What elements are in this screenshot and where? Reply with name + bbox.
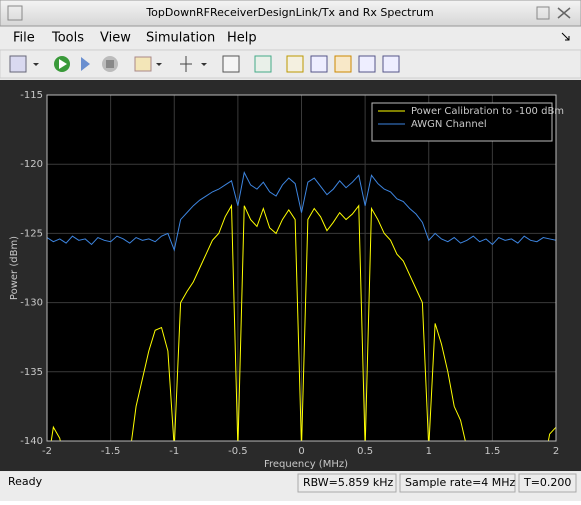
zoom-button[interactable] (180, 56, 192, 72)
peak-button[interactable] (334, 55, 352, 73)
y-tick-label: -115 (20, 90, 43, 101)
highlight-button[interactable] (134, 56, 152, 72)
x-tick-label: -1.5 (101, 446, 121, 457)
status-rbw: RBW=5.859 kHz (303, 476, 394, 489)
dock-button[interactable] (561, 32, 570, 41)
legend-label: Power Calibration to -100 dBm (411, 106, 564, 117)
x-tick-label: 1 (426, 446, 432, 457)
status-time: T=0.200 (523, 476, 571, 489)
step-button[interactable] (81, 57, 90, 71)
x-tick-label: 0 (298, 446, 304, 457)
toolbar-buttons (9, 55, 400, 73)
y-tick-label: -120 (20, 159, 43, 170)
measure-button[interactable] (310, 55, 328, 73)
window-menu-button[interactable] (7, 5, 23, 21)
x-axis-label: Frequency (MHz) (264, 459, 348, 470)
channel-button[interactable] (358, 55, 376, 73)
x-tick-label: -0.5 (228, 446, 248, 457)
cursor-button[interactable] (286, 55, 304, 73)
y-tick-label: -135 (20, 367, 43, 378)
axes-frame (46, 94, 557, 442)
y-tick-label: -140 (20, 436, 43, 447)
status-box (518, 473, 577, 493)
status-box (399, 473, 516, 493)
dropdown-arrow[interactable] (33, 63, 39, 66)
menu-item[interactable]: File (13, 31, 35, 46)
menu-bar (0, 27, 581, 49)
status-bar (0, 472, 581, 501)
x-tick-label: 0.5 (357, 446, 373, 457)
menu-item[interactable]: View (100, 31, 131, 46)
y-tick-label: -125 (20, 228, 43, 239)
series-line (47, 170, 556, 252)
y-tick-label: -130 (20, 298, 43, 309)
legend-label: AWGN Channel (411, 119, 487, 130)
spectrum-settings-button[interactable] (254, 55, 272, 73)
run-icon (59, 59, 67, 69)
y-axis-label: Power (dBm) (9, 236, 20, 300)
close-button[interactable] (557, 7, 571, 19)
title-bar (0, 0, 581, 27)
autoscale-button[interactable] (222, 55, 240, 73)
menu-item[interactable]: Help (227, 31, 257, 46)
ccdf-button[interactable] (382, 55, 400, 73)
x-tick-label: 2 (553, 446, 559, 457)
status-box (297, 473, 397, 493)
config-button[interactable] (9, 55, 27, 73)
status-text: Ready (8, 475, 43, 488)
window-title: TopDownRFReceiverDesignLink/Tx and Rx Sp… (145, 6, 433, 19)
status-sample-rate: Sample rate=4 MHz (405, 476, 516, 489)
series-line (50, 203, 556, 441)
maximize-button[interactable] (536, 6, 550, 20)
x-tick-label: 1.5 (484, 446, 500, 457)
dropdown-arrow[interactable] (201, 63, 207, 66)
menu-item[interactable]: Simulation (146, 31, 215, 46)
legend-box (371, 102, 553, 142)
stop-icon (106, 60, 114, 68)
dropdown-arrow[interactable] (156, 63, 162, 66)
menu-item[interactable]: Tools (51, 31, 84, 46)
x-tick-label: -1 (169, 446, 179, 457)
x-tick-label: -2 (42, 446, 52, 457)
